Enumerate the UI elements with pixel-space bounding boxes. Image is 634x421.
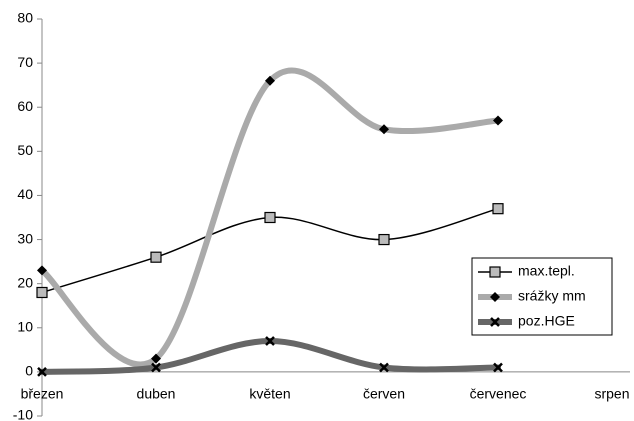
legend-label: srážky mm — [518, 288, 586, 304]
marker — [37, 265, 47, 276]
y-tick-label: 80 — [17, 10, 33, 26]
y-tick-label: 40 — [17, 186, 33, 202]
y-tick-label: 60 — [17, 98, 33, 114]
marker — [493, 115, 503, 126]
marker — [265, 336, 275, 346]
x-tick-label: květen — [249, 386, 290, 402]
marker — [379, 124, 389, 135]
marker — [492, 203, 504, 215]
y-tick-label: 30 — [17, 230, 33, 246]
marker — [265, 75, 275, 86]
marker — [150, 251, 162, 263]
marker — [151, 362, 161, 373]
marker — [489, 266, 501, 278]
y-tick-label: 10 — [17, 318, 33, 334]
marker — [264, 211, 276, 224]
marker — [379, 362, 389, 373]
y-tick-label: 20 — [17, 274, 33, 290]
x-tick-label: červenec — [470, 386, 527, 402]
x-tick-label: březen — [21, 386, 64, 402]
marker — [37, 367, 47, 377]
x-tick-label: srpen — [594, 386, 629, 402]
x-tick-label: červen — [363, 386, 405, 402]
legend-label: poz.HGE — [518, 313, 575, 329]
marker — [490, 292, 500, 302]
y-tick-label: 0 — [25, 363, 33, 379]
legend-label: max.tepl. — [518, 263, 575, 279]
marker — [490, 317, 500, 327]
y-tick-label: -10 — [13, 407, 33, 421]
series-line — [39, 67, 501, 368]
marker — [151, 353, 161, 364]
marker — [36, 286, 48, 299]
y-tick-label: 70 — [17, 54, 33, 70]
series-line — [39, 338, 501, 375]
x-tick-label: duben — [137, 386, 176, 402]
marker — [493, 362, 503, 373]
marker — [378, 233, 390, 246]
y-tick-label: 50 — [17, 142, 33, 158]
